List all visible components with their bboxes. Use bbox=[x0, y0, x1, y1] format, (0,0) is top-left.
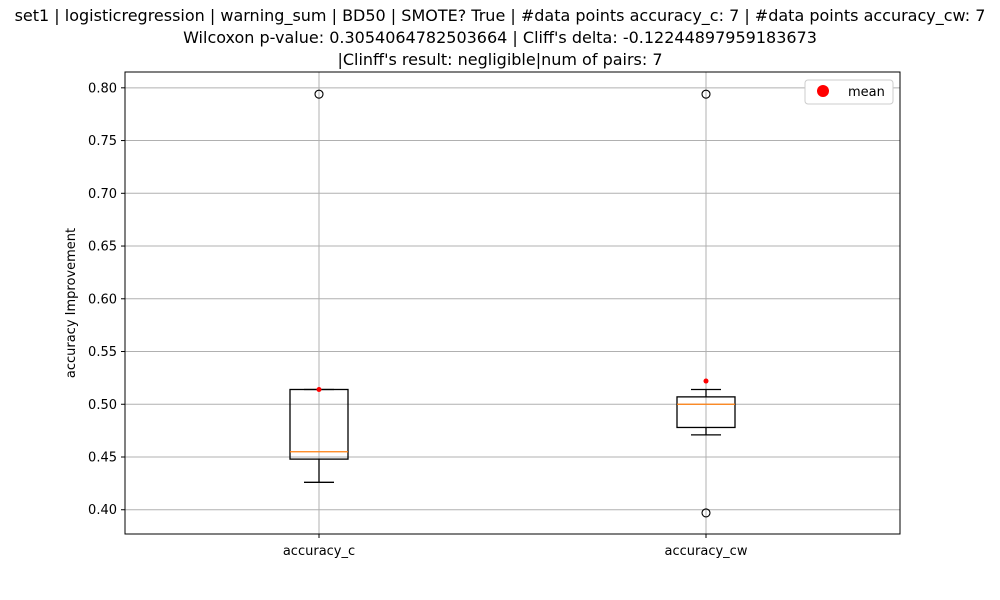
y-tick-label: 0.50 bbox=[88, 398, 117, 413]
chart-title: set1 | logisticregression | warning_sum … bbox=[0, 5, 1000, 71]
box-accuracy_cw bbox=[676, 89, 736, 518]
chart-title-line-2: Wilcoxon p-value: 0.3054064782503664 | C… bbox=[183, 28, 817, 47]
outlier-point bbox=[701, 89, 711, 99]
y-tick-label: 0.60 bbox=[88, 292, 117, 307]
y-tick-label: 0.80 bbox=[88, 81, 117, 96]
mean-point bbox=[316, 386, 322, 392]
grid-layer bbox=[125, 72, 900, 534]
legend-mean-marker bbox=[817, 85, 829, 97]
plot-frame bbox=[124, 71, 901, 535]
chart-title-line-3: |Clinff's result: negligible|num of pair… bbox=[337, 50, 663, 69]
legend-label-mean: mean bbox=[848, 85, 885, 100]
y-tick-label: 0.40 bbox=[88, 503, 117, 518]
x-tick-label: accuracy_c bbox=[283, 544, 355, 559]
legend-box bbox=[804, 79, 894, 105]
outlier-point bbox=[701, 508, 711, 518]
y-tick-label: 0.45 bbox=[88, 451, 117, 466]
x-tick-label: accuracy_cw bbox=[665, 544, 748, 559]
y-tick-label: 0.55 bbox=[88, 345, 117, 360]
y-axis-label: accuracy Improvement bbox=[64, 228, 79, 378]
chart-title-line-1: set1 | logisticregression | warning_sum … bbox=[14, 6, 986, 25]
y-tick-label: 0.70 bbox=[88, 187, 117, 202]
mean-point bbox=[703, 378, 709, 384]
box-accuracy_c bbox=[289, 89, 349, 483]
box-layer bbox=[289, 89, 736, 518]
y-tick-label: 0.65 bbox=[88, 240, 117, 255]
legend: mean bbox=[804, 79, 894, 105]
y-tick-label: 0.75 bbox=[88, 134, 117, 149]
tick-layer: 0.40 0.45 0.50 0.55 0.60 0.65 0.70 0.75 0.80 accu… bbox=[88, 81, 748, 559]
outlier-point bbox=[314, 89, 324, 99]
iqr-box bbox=[676, 396, 736, 429]
